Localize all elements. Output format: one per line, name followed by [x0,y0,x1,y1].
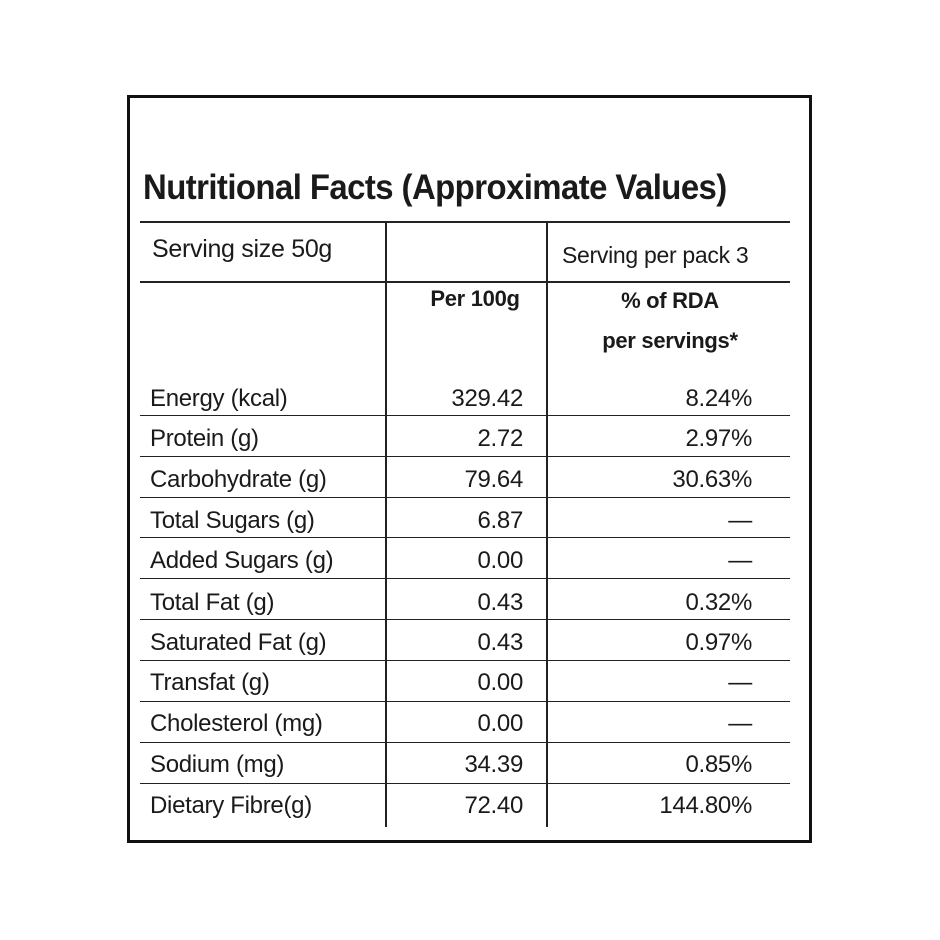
column-divider-2 [546,222,548,827]
column-divider-1 [385,222,387,827]
serving-per-pack: Serving per pack 3 [562,242,749,268]
row-divider [140,497,790,498]
per100-value: 34.39 [464,751,523,778]
column-header-rda-line2: per servings* [602,328,738,353]
per100-value: 0.00 [477,547,523,574]
per100-value: 2.72 [477,425,523,452]
nutrient-name: Sodium (mg) [150,751,285,778]
nutrient-name: Protein (g) [150,425,259,452]
row-divider [140,660,790,661]
rda-value: 0.32% [685,589,752,616]
nutrition-label [127,95,812,843]
rda-value: — [728,507,752,534]
row-divider [140,742,790,743]
per100-value: 0.00 [477,710,523,737]
per100-value: 0.00 [477,669,523,696]
nutrient-name: Saturated Fat (g) [150,629,327,656]
rda-value: 30.63% [672,466,752,493]
column-header-rda-line1: % of RDA [621,288,719,313]
row-divider [140,578,790,579]
rda-value: 144.80% [659,792,752,819]
nutrient-name: Cholesterol (mg) [150,710,323,737]
per100-value: 72.40 [464,792,523,819]
nutrient-name: Transfat (g) [150,669,270,696]
rda-value: 0.85% [685,751,752,778]
nutrient-name: Dietary Fibre(g) [150,792,312,819]
per100-value: 6.87 [477,507,523,534]
per100-value: 0.43 [477,589,523,616]
rda-value: — [728,669,752,696]
per100-value: 329.42 [451,385,523,412]
row-divider [140,619,790,620]
rda-value: — [728,547,752,574]
rda-value: — [728,710,752,737]
column-header-per100: Per 100g [430,286,520,311]
row-divider [140,415,790,416]
divider-top [140,221,790,223]
per100-value: 0.43 [477,629,523,656]
rda-value: 2.97% [685,425,752,452]
serving-size: Serving size 50g [152,235,333,263]
row-divider [140,783,790,784]
row-divider [140,456,790,457]
nutrient-name: Total Sugars (g) [150,507,315,534]
row-divider [140,701,790,702]
rda-value: 8.24% [685,385,752,412]
per100-value: 79.64 [464,466,523,493]
nutrient-name: Carbohydrate (g) [150,466,327,493]
nutrient-name: Added Sugars (g) [150,547,334,574]
divider-serving [140,281,790,283]
label-title: Nutritional Facts (Approximate Values) [143,168,727,207]
nutrient-name: Total Fat (g) [150,589,275,616]
nutrient-name: Energy (kcal) [150,385,288,412]
row-divider [140,537,790,538]
rda-value: 0.97% [685,629,752,656]
